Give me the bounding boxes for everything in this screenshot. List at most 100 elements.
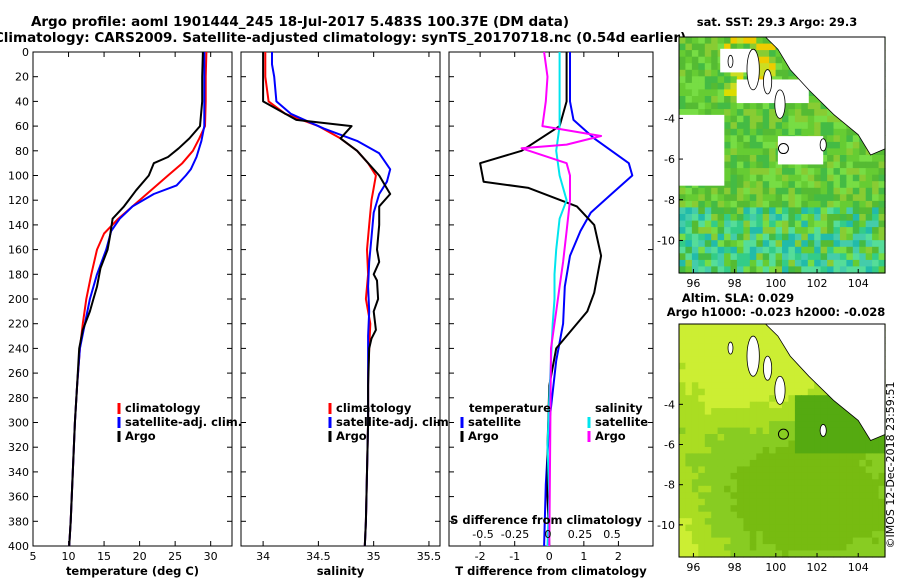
map-cell [794, 128, 802, 136]
map-cell [814, 434, 822, 442]
map-cell [872, 524, 880, 532]
map-cell [749, 330, 757, 338]
map-cell [704, 427, 712, 435]
map-cell [801, 214, 809, 222]
map-cell [775, 440, 783, 448]
map-cell [762, 336, 770, 344]
timestamp-watermark: ©IMOS 12-Dec-2018 23:59:51 [884, 382, 897, 549]
map-cell [801, 388, 809, 396]
map-cell [730, 43, 738, 51]
map-cell [846, 518, 854, 526]
map-cell [839, 122, 847, 130]
map-cell [782, 246, 789, 254]
map-cell [820, 128, 828, 136]
map-cell [788, 375, 796, 383]
map-cell [827, 421, 835, 429]
map-cell [743, 155, 751, 163]
map-cell [704, 414, 712, 422]
map-cell [698, 246, 706, 254]
map-cell [691, 524, 699, 532]
map-cell [775, 187, 783, 195]
map-cell [839, 492, 847, 500]
map-cell [801, 187, 809, 195]
map-cell [756, 43, 764, 51]
map-cell [775, 233, 783, 241]
map-cell [878, 524, 886, 532]
map-cell [782, 181, 789, 189]
map-cell [833, 453, 841, 461]
map-cell [717, 200, 725, 209]
map-cell [749, 324, 757, 332]
map-cell [788, 485, 796, 493]
map-cell [839, 148, 847, 156]
map-cell [794, 518, 802, 526]
map-cell [730, 69, 738, 77]
map-cell [859, 518, 867, 526]
map-cell [872, 253, 880, 261]
x-tick-label: 20 [133, 550, 147, 563]
map-cell [846, 174, 854, 182]
map-cell [839, 414, 847, 422]
map-cell [788, 537, 796, 545]
map-cell [769, 511, 777, 519]
map-cell [730, 168, 738, 176]
map-cell [749, 427, 757, 435]
map-cell [711, 89, 719, 97]
map-cell [736, 459, 744, 467]
map-cell [743, 466, 751, 474]
map-cell [762, 174, 770, 182]
map-cell [679, 233, 686, 241]
map-cell [801, 233, 809, 241]
map-cell [724, 259, 732, 268]
map-cell [724, 550, 732, 558]
x-tick-label: 96 [686, 277, 700, 290]
map-cell [852, 161, 860, 169]
map-cell [724, 69, 732, 77]
series-line-temperature-satellite [543, 52, 634, 547]
map-cell [743, 362, 751, 370]
map-cell [782, 240, 789, 248]
map-cell [736, 109, 744, 117]
map-cell [756, 102, 764, 110]
map-cell [717, 233, 725, 241]
map-cell [859, 233, 867, 241]
map-cell [775, 181, 783, 189]
map-cell [691, 207, 699, 215]
map-cell [711, 505, 719, 513]
map-cell [782, 511, 789, 519]
map-cell [698, 369, 706, 377]
map-cell [839, 233, 847, 241]
map-cell [698, 227, 706, 235]
map-cell [762, 207, 770, 215]
map-cell [685, 343, 693, 351]
x-tick-label: 102 [807, 277, 828, 290]
map-cell [820, 492, 828, 500]
map-cell [730, 466, 738, 474]
map-cell [807, 174, 815, 182]
x-tick-label: -2 [475, 550, 486, 563]
map-cell [762, 472, 770, 480]
map-cell [769, 227, 777, 235]
map-cell [691, 550, 699, 558]
map-cell [833, 240, 841, 248]
map-cell [878, 220, 886, 228]
map-cell [782, 214, 789, 222]
map-cell [827, 155, 835, 163]
map-cell [775, 115, 783, 123]
map-cell [769, 395, 777, 403]
map-cell [833, 168, 841, 176]
map-cell [794, 440, 802, 448]
island [819, 138, 827, 152]
map-cell [698, 89, 706, 97]
map-cell [788, 174, 796, 182]
map-cell [717, 187, 725, 195]
map-cell [736, 174, 744, 182]
map-cell [685, 518, 693, 526]
map-cell [717, 89, 725, 97]
map-cell [691, 96, 699, 104]
map-cell [814, 382, 822, 390]
map-cell [756, 388, 764, 396]
map-cell [775, 408, 783, 416]
map-cell [833, 427, 841, 435]
map-cell [839, 253, 847, 261]
